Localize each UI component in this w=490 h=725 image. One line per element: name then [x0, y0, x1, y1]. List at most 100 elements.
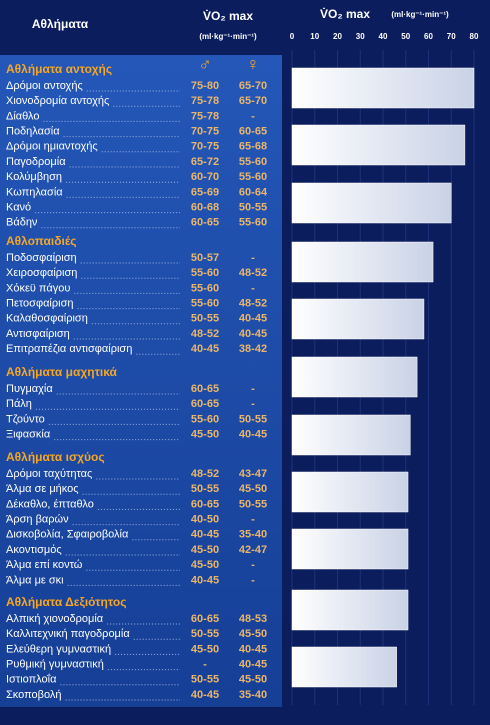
male-value: 60-68: [191, 202, 219, 214]
header-vo2: V̇O₂ max: [203, 8, 253, 23]
sport-name: Παγοδρομία: [6, 156, 66, 168]
x-tick-label: 10: [310, 32, 319, 41]
x-tick-label: 30: [356, 32, 365, 41]
sport-name: Άλμα επί κοντώ: [6, 559, 83, 571]
female-value: -: [251, 252, 255, 264]
female-value: 35-40: [239, 529, 267, 541]
male-value: 60-65: [191, 498, 219, 510]
sport-name: Πάλη: [6, 398, 32, 410]
sport-name: Αλπική χιονοδρομία: [6, 613, 104, 625]
sport-name: Χιονοδρομία αντοχής: [6, 95, 109, 107]
male-value: -: [203, 659, 207, 671]
female-value: 65-70: [239, 95, 267, 107]
male-value: 48-52: [191, 328, 219, 340]
male-value: 55-60: [191, 413, 219, 425]
female-value: 55-60: [239, 156, 267, 168]
female-value: -: [251, 282, 255, 294]
female-value: 55-60: [239, 217, 267, 229]
sport-name: Καλλιτεχνική παγοδρομία: [6, 628, 130, 640]
header-unit: (ml·kg⁻¹·min⁻¹): [199, 32, 257, 41]
sport-name: Ξιφασκία: [6, 429, 51, 441]
female-value: -: [251, 110, 255, 122]
bar: [291, 124, 466, 166]
male-value: 45-50: [191, 544, 219, 556]
sport-name: Δέκαθλο, έπταθλο: [6, 498, 94, 510]
bar: [291, 471, 409, 513]
male-value: 50-55: [191, 483, 219, 495]
female-value: 48-53: [239, 613, 267, 625]
sport-name: Ελεύθερη γυμναστική: [6, 643, 111, 655]
female-value: 35-40: [239, 689, 267, 701]
male-value: 60-65: [191, 613, 219, 625]
sport-name: Άλμα με σκι: [6, 574, 64, 586]
sport-name: Ποδηλασία: [6, 126, 60, 138]
female-value: -: [251, 514, 255, 526]
chart-title: V̇O₂ max: [320, 6, 370, 21]
x-tick-label: 20: [333, 32, 342, 41]
male-value: 75-80: [191, 80, 219, 92]
female-value: 43-47: [239, 468, 267, 480]
male-value: 60-65: [191, 398, 219, 410]
bar: [291, 589, 409, 631]
female-value: 48-52: [239, 298, 267, 310]
sport-name: Δίαθλο: [6, 110, 40, 122]
group-title: Αθλοπαιδιές: [6, 234, 77, 248]
female-value: 40-45: [239, 429, 267, 441]
sport-name: Καλαθοσφαίριση: [6, 313, 88, 325]
sport-name: Τζούντο: [6, 413, 45, 425]
female-value: -: [251, 398, 255, 410]
male-value: 50-57: [191, 252, 219, 264]
bar: [291, 182, 452, 224]
male-value: 55-60: [191, 267, 219, 279]
sport-name: Άλμα σε μήκος: [6, 483, 79, 495]
header-sports: Αθλήματα: [32, 17, 89, 31]
sport-name: Χόκεϋ πάγου: [6, 282, 70, 294]
sport-name: Ακοντισμός: [6, 544, 62, 556]
male-value: 75-78: [191, 110, 219, 122]
male-value: 60-65: [191, 217, 219, 229]
bar: [291, 356, 418, 398]
female-value: 65-70: [239, 80, 267, 92]
male-symbol: ♂: [198, 54, 212, 74]
sport-name: Ρυθμική γυμναστική: [6, 659, 104, 671]
x-tick-label: 0: [290, 32, 295, 41]
sport-name: Κολύμβηση: [6, 171, 62, 183]
male-value: 55-60: [191, 298, 219, 310]
female-symbol: ♀: [246, 54, 260, 74]
sport-name: Χειροσφαίριση: [6, 267, 77, 279]
female-value: 40-45: [239, 659, 267, 671]
female-value: 50-55: [239, 498, 267, 510]
sport-name: Επιτραπέζια αντισφαίριση: [6, 343, 132, 355]
female-value: 45-50: [239, 483, 267, 495]
female-value: 65-68: [239, 141, 267, 153]
sport-name: Πυγμαχία: [6, 383, 53, 395]
x-tick-label: 60: [424, 32, 433, 41]
sport-name: Βάδην: [6, 217, 38, 229]
group-title: Αθλήματα Δεξιότητος: [6, 595, 126, 609]
bar: [291, 528, 409, 570]
male-value: 40-45: [191, 574, 219, 586]
sport-name: Κωπηλασία: [6, 186, 63, 198]
female-value: -: [251, 383, 255, 395]
female-value: 45-50: [239, 628, 267, 640]
x-tick-label: 50: [401, 32, 410, 41]
male-value: 75-78: [191, 95, 219, 107]
female-value: -: [251, 574, 255, 586]
sport-name: Δρόμοι ημιαντοχής: [6, 141, 98, 153]
sport-name: Πετοσφαίριση: [6, 298, 74, 310]
bar: [291, 67, 475, 109]
male-value: 50-55: [191, 313, 219, 325]
male-value: 45-50: [191, 429, 219, 441]
male-value: 40-45: [191, 529, 219, 541]
male-value: 65-72: [191, 156, 219, 168]
sport-name: Δισκοβολία, Σφαιροβολία: [6, 529, 129, 541]
sport-name: Ιστιοπλοΐα: [6, 674, 57, 686]
group-title: Αθλήματα αντοχής: [6, 62, 112, 76]
male-value: 65-69: [191, 186, 219, 198]
x-tick-label: 80: [470, 32, 479, 41]
male-value: 45-50: [191, 559, 219, 571]
female-value: 50-55: [239, 202, 267, 214]
sport-name: Δρόμοι ταχύτητας: [6, 468, 92, 480]
female-value: 48-52: [239, 267, 267, 279]
